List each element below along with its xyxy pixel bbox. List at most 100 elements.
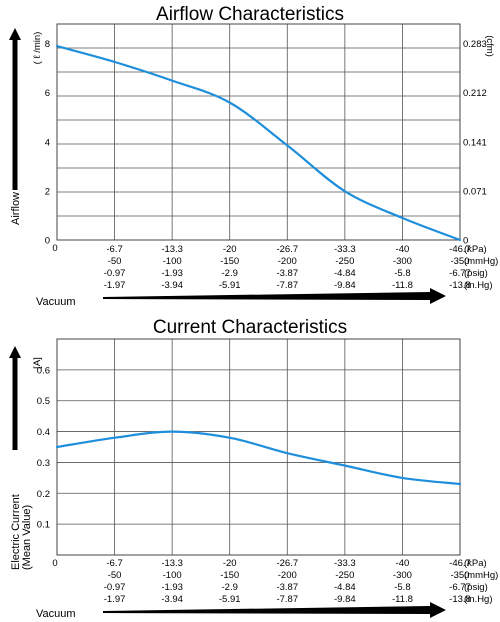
x-tick-label: -1.97 bbox=[104, 280, 126, 291]
x-tick-label: -2.9 bbox=[222, 582, 238, 593]
x-tick-label: -1.93 bbox=[161, 268, 183, 279]
x-tick-label: -33.3 bbox=[334, 244, 356, 255]
x-tick-label: -33.3 bbox=[334, 558, 356, 569]
series-line bbox=[55, 430, 462, 486]
y-axis-label-2: (Mean Value) bbox=[21, 505, 33, 570]
y-right-unit: (cfm) bbox=[484, 35, 495, 57]
x-tick-label: -13.8 bbox=[449, 594, 471, 605]
x-tick-label: -13.3 bbox=[161, 244, 183, 255]
x-tick-label: -3.94 bbox=[161, 280, 183, 291]
x-tick-label: -3.87 bbox=[276, 582, 298, 593]
x-origin-label: 0 bbox=[52, 243, 57, 254]
x-tick-label: -9.84 bbox=[334, 280, 356, 291]
x-tick-label: -3.94 bbox=[161, 594, 183, 605]
x-tick-label: -11.8 bbox=[392, 280, 413, 291]
chart-title: Current Characteristics bbox=[153, 317, 347, 338]
y-tick-label: 2 bbox=[45, 186, 50, 197]
vacuum-direction-arrow bbox=[103, 288, 446, 304]
x-axis-label: Vacuum bbox=[36, 296, 76, 308]
x-tick-label: -7.87 bbox=[276, 280, 298, 291]
series-line bbox=[55, 45, 462, 242]
x-tick-label: -6.7 bbox=[106, 244, 122, 255]
y-tick-label: 0.6 bbox=[37, 365, 50, 376]
x-unit-label: (in.Hg) bbox=[464, 280, 493, 291]
x-tick-label: -5.8 bbox=[394, 582, 410, 593]
x-unit-label: (in.Hg) bbox=[464, 594, 493, 605]
y-left-unit: ( ℓ /min) bbox=[32, 32, 43, 65]
plot-frame bbox=[56, 23, 461, 241]
y-arrow-head bbox=[9, 346, 21, 358]
x-tick-label: -13.8 bbox=[449, 280, 471, 291]
y-tick-label: 0.4 bbox=[37, 427, 50, 438]
x-tick-label: -200 bbox=[278, 570, 297, 581]
x-tick-label: -350 bbox=[450, 570, 469, 581]
y-tick-label: 8 bbox=[45, 39, 50, 50]
x-tick-label: -26.7 bbox=[276, 558, 298, 569]
y-right-tick-label: 0 bbox=[463, 236, 468, 247]
x-tick-label: -150 bbox=[220, 570, 239, 581]
x-tick-label: -2.9 bbox=[222, 268, 238, 279]
x-tick-label: -100 bbox=[163, 256, 182, 267]
x-unit-label: (mmHg) bbox=[464, 570, 498, 581]
x-tick-label: -300 bbox=[393, 570, 412, 581]
x-tick-label: -6.77 bbox=[449, 268, 471, 279]
y-right-tick-label: 0.071 bbox=[463, 186, 487, 197]
x-tick-label: -50 bbox=[108, 256, 122, 267]
x-tick-label: -40 bbox=[396, 244, 410, 255]
x-tick-label: -5.91 bbox=[219, 280, 241, 291]
x-tick-label: -9.84 bbox=[334, 594, 356, 605]
y-axis-label: Electric Current bbox=[10, 494, 22, 570]
x-tick-label: -4.84 bbox=[334, 268, 356, 279]
y-right-tick-label: 0.141 bbox=[463, 137, 487, 148]
y-axis-label: Airflow bbox=[10, 192, 22, 225]
x-tick-label: -50 bbox=[108, 570, 122, 581]
x-tick-label: -20 bbox=[223, 244, 237, 255]
x-tick-label: -350 bbox=[450, 256, 469, 267]
x-tick-label: -7.87 bbox=[276, 594, 298, 605]
x-tick-label: -46.7 bbox=[449, 244, 471, 255]
x-unit-label: (kPa) bbox=[464, 558, 487, 569]
x-axis-label: Vacuum bbox=[36, 608, 76, 620]
y-tick-label: 0.3 bbox=[37, 458, 50, 469]
x-tick-label: -0.97 bbox=[104, 582, 126, 593]
x-tick-label: -6.77 bbox=[449, 582, 471, 593]
x-tick-label: -6.7 bbox=[106, 558, 122, 569]
x-origin-label: 0 bbox=[52, 558, 57, 569]
chart-title: Airflow Characteristics bbox=[156, 4, 344, 25]
x-tick-label: -150 bbox=[220, 256, 239, 267]
y-right-tick-label: 0.283 bbox=[463, 39, 487, 50]
y-tick-label: 0.1 bbox=[37, 520, 50, 531]
y-right-tick-label: 0.212 bbox=[463, 88, 487, 99]
y-tick-label: 0.5 bbox=[37, 396, 50, 407]
y-tick-label: 0 bbox=[45, 236, 50, 247]
x-tick-label: -26.7 bbox=[276, 244, 298, 255]
y-tick-label: 6 bbox=[45, 88, 50, 99]
x-tick-label: -3.87 bbox=[276, 268, 298, 279]
y-arrow-head bbox=[9, 28, 21, 40]
plot-frame bbox=[56, 338, 461, 556]
x-unit-label: (mmHg) bbox=[464, 256, 498, 267]
x-unit-label: (psig) bbox=[464, 582, 488, 593]
y-tick-label: 0.2 bbox=[37, 489, 50, 500]
y-left-unit: [A] bbox=[32, 357, 43, 369]
x-tick-label: -100 bbox=[163, 570, 182, 581]
x-tick-label: -46.7 bbox=[449, 558, 471, 569]
y-tick-label: 4 bbox=[45, 137, 50, 148]
x-tick-label: -5.8 bbox=[394, 268, 410, 279]
x-unit-label: (psig) bbox=[464, 268, 488, 279]
x-tick-label: -250 bbox=[335, 256, 354, 267]
x-tick-label: -4.84 bbox=[334, 582, 356, 593]
x-unit-label: (kPa) bbox=[464, 244, 487, 255]
x-tick-label: -20 bbox=[223, 558, 237, 569]
x-tick-label: -40 bbox=[396, 558, 410, 569]
airflow-chart: Airflow Characteristics02468000.0710.141… bbox=[9, 4, 498, 308]
x-tick-label: -13.3 bbox=[161, 558, 183, 569]
x-tick-label: -200 bbox=[278, 256, 297, 267]
x-tick-label: -1.97 bbox=[104, 594, 126, 605]
x-tick-label: -1.93 bbox=[161, 582, 183, 593]
x-tick-label: -11.8 bbox=[392, 594, 413, 605]
x-tick-label: -0.97 bbox=[104, 268, 126, 279]
x-tick-label: -300 bbox=[393, 256, 412, 267]
x-tick-label: -250 bbox=[335, 570, 354, 581]
